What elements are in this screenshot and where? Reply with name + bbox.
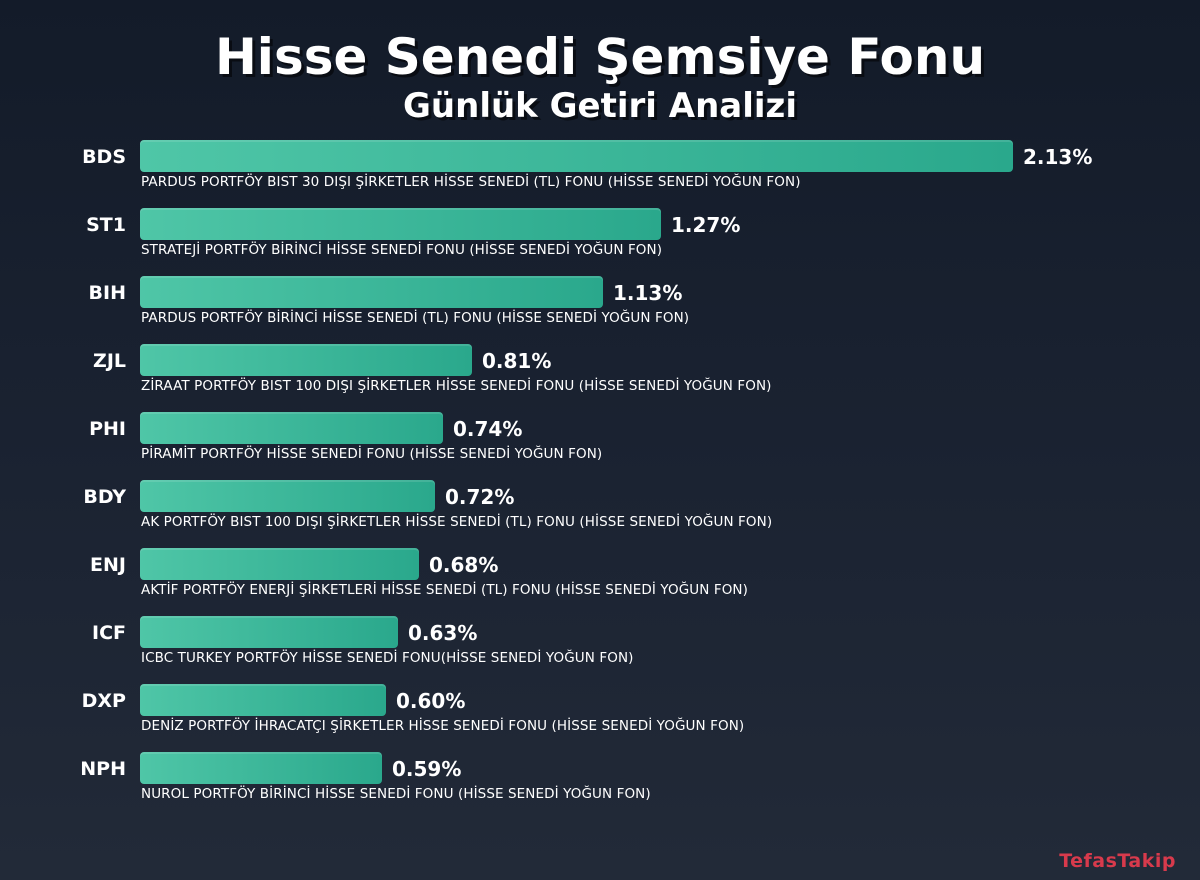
fund-code-label: NPH [80, 758, 126, 780]
bar-value-label: 0.74% [453, 417, 523, 441]
fund-code-label: DXP [81, 690, 126, 712]
bar-value-label: 1.27% [671, 213, 741, 237]
bar-row-bih: BIH 1.13% PARDUS PORTFÖY BİRİNCİ HİSSE SEN… [0, 276, 1200, 336]
bar-bih [140, 276, 603, 308]
fund-name-label: AKTİF PORTFÖY ENERJİ ŞİRKETLERİ HİSSE SE… [141, 582, 749, 598]
bar-row-nph: NPH 0.59% NUROL PORTFÖY BİRİNCİ HİSSE SENE… [0, 752, 1200, 812]
bar-row-st1: ST1 1.27% STRATEJİ PORTFÖY BİRİNCİ HİSSE S… [0, 208, 1200, 268]
bar-nph [140, 752, 382, 784]
fund-name-label: PARDUS PORTFÖY BİRİNCİ HİSSE SENEDİ (TL)… [141, 310, 690, 326]
fund-code-label: ST1 [86, 214, 126, 236]
bar-value-label: 0.63% [408, 621, 478, 645]
bar-row-phi: PHI 0.74% PİRAMİT PORTFÖY HİSSE SENEDİ FON… [0, 412, 1200, 472]
bar-value-label: 0.59% [392, 757, 462, 781]
bar-value-label: 0.81% [482, 349, 552, 373]
bar-dxp [140, 684, 386, 716]
bar-bds [140, 140, 1013, 172]
fund-name-label: AK PORTFÖY BIST 100 DIŞI ŞİRKETLER HİSSE… [141, 514, 773, 530]
chart-header: Hisse Senedi Şemsiye Fonu Günlük Getiri … [0, 28, 1200, 126]
bar-row-enj: ENJ 0.68% AKTİF PORTFÖY ENERJİ ŞİRKETLERİ … [0, 548, 1200, 608]
bar-row-bds: BDS 2.13% PARDUS PORTFÖY BIST 30 DIŞI ŞİRK… [0, 140, 1200, 200]
fund-code-label: BIH [88, 282, 126, 304]
fund-name-label: ZİRAAT PORTFÖY BIST 100 DIŞI ŞİRKETLER H… [141, 378, 772, 394]
bar-value-label: 0.68% [429, 553, 499, 577]
fund-code-label: ZJL [93, 350, 126, 372]
fund-name-label: NUROL PORTFÖY BİRİNCİ HİSSE SENEDİ FONU … [141, 786, 651, 802]
bar-value-label: 0.60% [396, 689, 466, 713]
fund-name-label: DENİZ PORTFÖY İHRACATÇI ŞİRKETLER HİSSE … [141, 718, 745, 734]
fund-name-label: PARDUS PORTFÖY BIST 30 DIŞI ŞİRKETLER Hİ… [141, 174, 801, 190]
fund-name-label: STRATEJİ PORTFÖY BİRİNCİ HİSSE SENEDİ FO… [141, 242, 663, 258]
bar-row-zjl: ZJL 0.81% ZİRAAT PORTFÖY BIST 100 DIŞI ŞİR… [0, 344, 1200, 404]
bar-value-label: 1.13% [613, 281, 683, 305]
bar-row-bdy: BDY 0.72% AK PORTFÖY BIST 100 DIŞI ŞİRKETL… [0, 480, 1200, 540]
bar-value-label: 0.72% [445, 485, 515, 509]
bar-row-dxp: DXP 0.60% DENİZ PORTFÖY İHRACATÇI ŞİRKETLE… [0, 684, 1200, 744]
watermark-logo: TefasTakip [1059, 850, 1176, 872]
bar-icf [140, 616, 398, 648]
fund-name-label: ICBC TURKEY PORTFÖY HİSSE SENEDİ FONU(Hİ… [141, 650, 634, 666]
fund-code-label: ICF [92, 622, 126, 644]
bar-phi [140, 412, 443, 444]
fund-code-label: BDY [83, 486, 126, 508]
fund-code-label: ENJ [90, 554, 126, 576]
fund-code-label: PHI [89, 418, 126, 440]
bar-value-label: 2.13% [1023, 145, 1093, 169]
bar-row-icf: ICF 0.63% ICBC TURKEY PORTFÖY HİSSE SENEDİ… [0, 616, 1200, 676]
chart-subtitle: Günlük Getiri Analizi [403, 86, 797, 126]
bar-st1 [140, 208, 661, 240]
fund-code-label: BDS [82, 146, 126, 168]
bar-enj [140, 548, 419, 580]
fund-name-label: PİRAMİT PORTFÖY HİSSE SENEDİ FONU (HİSSE… [141, 446, 603, 462]
bar-zjl [140, 344, 472, 376]
chart-title: Hisse Senedi Şemsiye Fonu [214, 28, 986, 86]
bar-bdy [140, 480, 435, 512]
